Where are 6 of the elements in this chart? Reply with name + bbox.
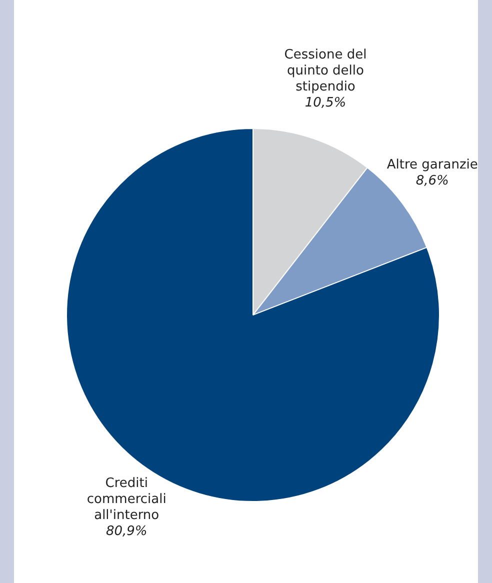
slice-label: Cessione del quinto dello stipendio — [284, 48, 367, 95]
data-label: 8,6% — [416, 174, 449, 189]
slice-label: Altre garanzie — [386, 158, 478, 173]
data-label: 10,5% — [304, 96, 346, 111]
data-label: 80,9% — [106, 524, 148, 540]
slice-label: Crediti commerciali all'interno — [86, 476, 166, 524]
